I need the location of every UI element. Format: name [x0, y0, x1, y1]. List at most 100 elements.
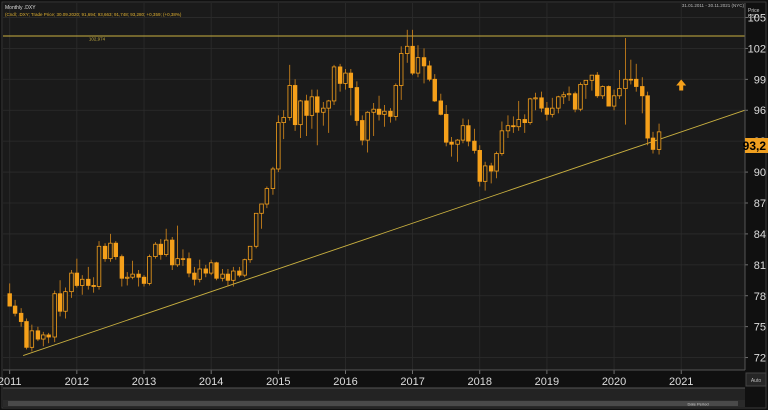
candle-body-24 [141, 276, 147, 284]
candle-body-26 [153, 243, 158, 258]
chart-title: Monthly .DXY [5, 5, 36, 11]
candle-22 [130, 260, 135, 280]
candle-body-3 [24, 321, 29, 348]
candle-58 [331, 64, 337, 106]
y-tick-label-78: 78 [754, 291, 766, 303]
candle-35 [203, 264, 208, 278]
candle-71 [405, 29, 410, 63]
candle-body-71 [405, 45, 410, 54]
y-tick-label-99: 99 [754, 74, 766, 86]
candle-65 [371, 102, 376, 136]
candle-20 [119, 254, 125, 287]
candle-42 [242, 258, 247, 278]
candle-body-78 [443, 113, 449, 143]
candle-16 [96, 241, 102, 290]
candle-84 [477, 145, 482, 187]
candle-88 [499, 121, 505, 156]
candle-96 [544, 101, 550, 121]
candle-57 [326, 99, 331, 133]
candle-62 [354, 81, 360, 126]
candle-body-116 [656, 131, 662, 150]
candle-28 [163, 228, 169, 257]
candle-body-17 [102, 245, 108, 260]
y-tick-label-75: 75 [754, 322, 766, 334]
candle-34 [197, 259, 202, 283]
candle-55 [315, 89, 320, 146]
candle-114 [645, 91, 650, 146]
candle-body-40 [231, 270, 236, 281]
candle-115 [650, 131, 656, 154]
candle-80 [455, 139, 460, 162]
candle-body-88 [499, 130, 505, 154]
currency-label: USD [748, 14, 759, 20]
candle-73 [415, 45, 421, 78]
candle-91 [516, 100, 521, 131]
candle-59 [337, 63, 343, 92]
candle-72 [410, 29, 415, 76]
candle-body-36 [208, 262, 214, 274]
candle-94 [533, 92, 538, 111]
auto-scale-button[interactable] [745, 372, 767, 387]
x-tick-label-2011: 2011 [0, 376, 22, 388]
candle-39 [225, 268, 231, 287]
date-period-label: Date Period [687, 402, 708, 407]
candle-67 [382, 105, 387, 127]
candle-body-12 [74, 272, 80, 286]
candle-45 [259, 203, 264, 229]
candle-82 [466, 119, 471, 147]
candle-33 [192, 266, 197, 286]
candle-body-59 [337, 66, 343, 84]
candle-body-77 [438, 100, 444, 115]
candle-86 [488, 162, 494, 184]
x-tick-label-2016: 2016 [333, 376, 357, 388]
candle-body-15 [91, 285, 96, 287]
resistance-level-label: 102,974 [89, 36, 106, 41]
candle-body-63 [360, 120, 365, 141]
candle-body-55 [315, 96, 320, 113]
candle-body-111 [628, 78, 634, 81]
candle-70 [398, 46, 404, 100]
candle-body-79 [449, 141, 454, 145]
candle-body-101 [572, 93, 578, 110]
candle-body-107 [606, 86, 611, 107]
candle-body-32 [186, 258, 192, 274]
candle-40 [231, 266, 236, 287]
candle-body-58 [331, 66, 337, 102]
candle-body-34 [197, 268, 202, 280]
candle-body-87 [494, 153, 499, 172]
candle-body-114 [645, 95, 650, 139]
candle-body-23 [136, 273, 141, 278]
x-tick-label-2019: 2019 [535, 376, 559, 388]
x-tick-label-2014: 2014 [199, 376, 223, 388]
candle-107 [606, 85, 611, 107]
candle-100 [566, 86, 572, 101]
candle-body-113 [640, 86, 645, 97]
candle-112 [634, 63, 639, 92]
candle-body-28 [163, 239, 169, 255]
date-range: 31.01.2011 - 30.11.2021 (NYC) [682, 3, 745, 8]
candle-87 [494, 151, 499, 179]
candle-69 [393, 83, 399, 121]
candle-27 [158, 239, 164, 260]
candle-83 [472, 128, 477, 154]
candle-body-6 [41, 334, 46, 340]
candle-30 [175, 225, 180, 267]
auto-scale-label: Auto [751, 378, 762, 384]
candle-body-76 [432, 78, 437, 102]
candle-54 [309, 89, 315, 129]
candle-body-85 [482, 165, 488, 182]
x-tick-label-2017: 2017 [400, 376, 424, 388]
candle-body-54 [309, 96, 315, 116]
up-arrow-shape [676, 79, 687, 91]
candle-74 [421, 48, 427, 84]
candle-110 [623, 38, 628, 125]
candle-body-1 [12, 305, 18, 314]
candle-116 [656, 123, 662, 155]
candle-body-82 [466, 125, 471, 142]
candle-body-57 [326, 100, 331, 109]
candle-body-62 [354, 87, 360, 121]
candle-body-8 [52, 293, 57, 338]
x-tick-label-2018: 2018 [468, 376, 492, 388]
candle-body-86 [488, 165, 494, 172]
scrollbar-thumb[interactable] [8, 401, 738, 406]
